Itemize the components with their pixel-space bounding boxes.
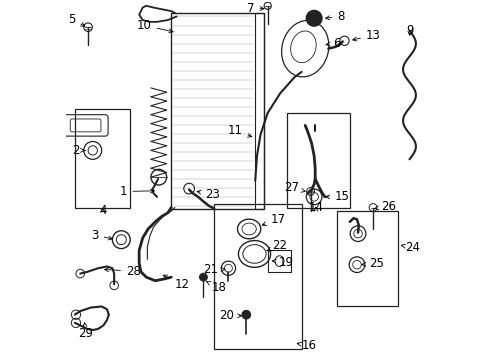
Bar <box>337 211 397 306</box>
Text: 18: 18 <box>206 282 226 294</box>
Bar <box>214 204 301 348</box>
Text: 10: 10 <box>137 19 173 33</box>
Text: 16: 16 <box>297 339 316 352</box>
Text: 19: 19 <box>272 256 294 269</box>
Text: 14: 14 <box>308 201 323 215</box>
Text: 17: 17 <box>262 213 285 226</box>
Text: 4: 4 <box>99 203 106 216</box>
Bar <box>287 113 349 207</box>
Text: 11: 11 <box>227 124 251 137</box>
Circle shape <box>199 273 207 281</box>
Text: 21: 21 <box>203 263 224 276</box>
Text: 12: 12 <box>163 275 189 291</box>
Circle shape <box>242 310 250 319</box>
Text: 1: 1 <box>120 185 154 198</box>
Bar <box>171 13 264 209</box>
Bar <box>267 251 290 272</box>
Text: 23: 23 <box>197 188 220 201</box>
Text: 25: 25 <box>361 257 383 270</box>
Text: 8: 8 <box>325 10 344 23</box>
Text: 20: 20 <box>219 309 241 322</box>
Text: 13: 13 <box>352 28 380 41</box>
Bar <box>75 109 130 207</box>
Circle shape <box>305 10 321 26</box>
Text: 27: 27 <box>283 181 305 194</box>
Text: 24: 24 <box>401 242 419 255</box>
Text: 15: 15 <box>325 190 348 203</box>
Text: 28: 28 <box>104 265 141 278</box>
Text: 26: 26 <box>374 200 395 213</box>
Text: 9: 9 <box>405 24 413 37</box>
Text: 22: 22 <box>266 239 287 252</box>
Text: 5: 5 <box>68 13 84 26</box>
Text: 3: 3 <box>91 229 112 242</box>
Text: 6: 6 <box>325 37 340 50</box>
Text: 7: 7 <box>246 2 264 15</box>
Text: 29: 29 <box>78 323 93 340</box>
Text: 2: 2 <box>72 144 85 157</box>
Bar <box>255 13 264 209</box>
